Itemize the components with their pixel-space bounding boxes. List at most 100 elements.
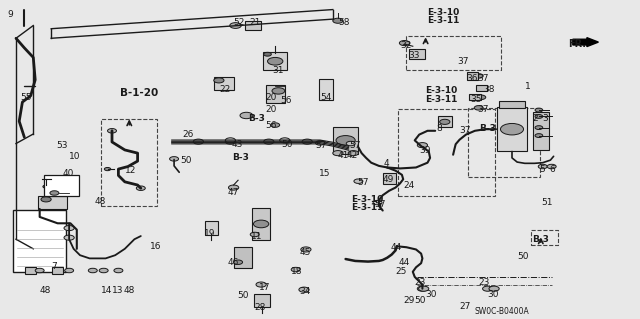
Text: 29: 29 xyxy=(403,296,415,305)
Text: 57: 57 xyxy=(315,141,326,150)
Text: 30: 30 xyxy=(426,290,437,299)
Text: 37: 37 xyxy=(458,57,469,66)
Text: 37: 37 xyxy=(477,74,488,83)
Text: 48: 48 xyxy=(95,197,106,206)
Bar xyxy=(476,85,487,91)
Circle shape xyxy=(256,282,266,287)
Text: 16: 16 xyxy=(150,242,162,251)
Bar xyxy=(245,21,261,30)
Bar xyxy=(52,267,63,274)
Text: 47: 47 xyxy=(227,188,239,197)
Text: 21: 21 xyxy=(250,18,261,27)
Circle shape xyxy=(64,226,74,231)
Text: 11: 11 xyxy=(251,232,262,241)
Text: 48: 48 xyxy=(40,286,51,295)
Circle shape xyxy=(399,41,410,46)
Text: 4: 4 xyxy=(384,159,390,168)
Circle shape xyxy=(99,268,108,273)
Text: 7: 7 xyxy=(51,262,57,271)
Text: 33: 33 xyxy=(408,51,420,60)
Text: 44: 44 xyxy=(390,243,402,252)
Text: 40: 40 xyxy=(63,169,74,178)
Circle shape xyxy=(333,151,343,156)
Bar xyxy=(467,72,478,80)
Circle shape xyxy=(301,247,311,252)
Text: E-3-10: E-3-10 xyxy=(351,195,383,204)
Text: E-3-11: E-3-11 xyxy=(428,16,460,25)
Circle shape xyxy=(489,286,499,291)
Text: E-3-11: E-3-11 xyxy=(426,95,458,104)
Circle shape xyxy=(264,139,274,144)
Circle shape xyxy=(214,78,224,83)
Text: 45: 45 xyxy=(300,248,311,257)
Circle shape xyxy=(41,197,51,202)
Circle shape xyxy=(547,164,556,169)
Bar xyxy=(383,173,396,184)
Bar xyxy=(44,175,79,196)
Text: FR.: FR. xyxy=(568,39,586,49)
Bar xyxy=(252,208,270,240)
Text: 15: 15 xyxy=(319,169,330,178)
Bar xyxy=(468,108,540,177)
Text: 32: 32 xyxy=(400,41,412,50)
Text: 24: 24 xyxy=(403,181,415,190)
Text: 50: 50 xyxy=(180,156,192,165)
Circle shape xyxy=(264,52,271,56)
Circle shape xyxy=(88,268,97,273)
Text: 5: 5 xyxy=(539,165,545,174)
Circle shape xyxy=(240,112,253,119)
Circle shape xyxy=(43,185,49,188)
Text: 51: 51 xyxy=(541,198,552,207)
Circle shape xyxy=(299,287,309,292)
Text: 50: 50 xyxy=(415,296,426,305)
Text: B-3: B-3 xyxy=(232,153,248,162)
Text: 56: 56 xyxy=(280,96,292,105)
Text: SW0C-B0400A: SW0C-B0400A xyxy=(475,308,530,316)
Circle shape xyxy=(136,186,145,190)
Text: B-3: B-3 xyxy=(532,235,549,244)
Text: 38: 38 xyxy=(483,85,495,94)
Text: 23: 23 xyxy=(415,278,426,287)
Text: 2: 2 xyxy=(532,114,538,123)
Text: 58: 58 xyxy=(338,19,349,27)
Bar xyxy=(531,230,558,245)
Circle shape xyxy=(230,23,241,28)
Bar xyxy=(254,294,270,307)
Text: 25: 25 xyxy=(396,267,407,276)
Bar xyxy=(101,119,157,206)
Circle shape xyxy=(50,191,59,195)
Text: 35: 35 xyxy=(470,95,482,104)
Text: 50: 50 xyxy=(237,291,248,300)
Circle shape xyxy=(346,141,355,146)
Text: 18: 18 xyxy=(291,267,303,276)
Text: E-3-11: E-3-11 xyxy=(351,204,383,212)
Circle shape xyxy=(535,134,543,137)
Circle shape xyxy=(225,138,236,143)
Text: 50: 50 xyxy=(282,140,293,149)
Circle shape xyxy=(65,268,74,273)
Text: 55: 55 xyxy=(20,93,32,102)
Circle shape xyxy=(474,106,483,110)
Circle shape xyxy=(440,119,450,124)
Text: B-3: B-3 xyxy=(479,124,495,133)
Text: 6: 6 xyxy=(549,165,555,174)
Circle shape xyxy=(477,95,486,100)
Text: 9: 9 xyxy=(8,11,13,19)
Circle shape xyxy=(272,88,285,94)
Circle shape xyxy=(316,141,324,145)
Text: B-1-20: B-1-20 xyxy=(120,87,159,98)
Text: 44: 44 xyxy=(398,258,410,267)
Circle shape xyxy=(419,286,429,291)
Bar xyxy=(38,196,67,209)
Text: 28: 28 xyxy=(255,303,266,312)
Bar xyxy=(469,94,481,100)
Circle shape xyxy=(250,232,259,237)
Circle shape xyxy=(483,286,493,291)
Text: 20: 20 xyxy=(266,93,277,102)
Bar xyxy=(499,101,525,108)
Text: 27: 27 xyxy=(460,302,471,311)
Circle shape xyxy=(417,286,428,291)
Text: 19: 19 xyxy=(204,229,215,238)
Text: 50: 50 xyxy=(517,252,529,261)
Circle shape xyxy=(108,129,116,133)
